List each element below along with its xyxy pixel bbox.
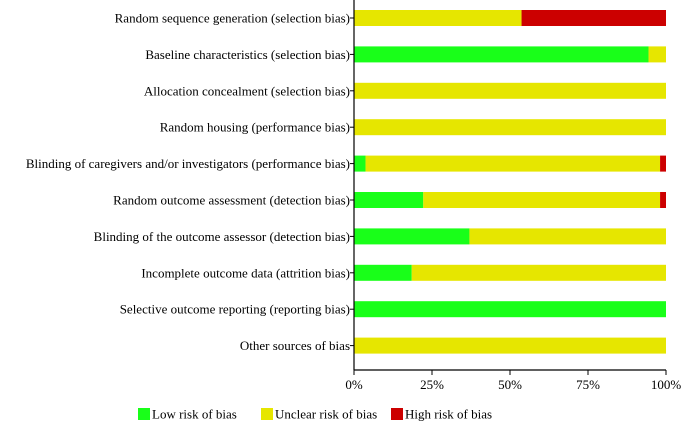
legend-label: Low risk of bias xyxy=(152,407,237,422)
x-tick-label: 100% xyxy=(651,377,682,392)
category-label: Allocation concealment (selection bias) xyxy=(144,83,350,98)
category-labels: Random sequence generation (selection bi… xyxy=(26,11,350,354)
category-label: Random housing (performance bias) xyxy=(160,120,350,135)
x-tick-label: 25% xyxy=(420,377,444,392)
x-ticks: 0% 25% 50% 75% 100% xyxy=(345,370,681,392)
category-label: Blinding of the outcome assessor (detect… xyxy=(94,229,350,244)
category-label: Blinding of caregivers and/or investigat… xyxy=(26,156,350,171)
x-tick-label: 75% xyxy=(576,377,600,392)
category-label: Other sources of bias xyxy=(240,338,350,353)
bar-segment xyxy=(365,155,661,172)
bars xyxy=(354,10,666,354)
legend-swatch xyxy=(391,408,403,420)
bar-segment xyxy=(660,192,666,208)
bar-segment xyxy=(354,337,666,354)
bar-segment xyxy=(354,46,649,63)
legend-label: Unclear risk of bias xyxy=(275,407,377,422)
bar-segment xyxy=(354,82,666,99)
bar-segment xyxy=(354,264,412,281)
bar-segment xyxy=(354,301,666,318)
bar-segment xyxy=(521,10,666,26)
legend-label: High risk of bias xyxy=(405,407,492,422)
category-label: Random outcome assessment (detection bia… xyxy=(113,193,350,208)
bar-segment xyxy=(354,119,666,136)
bar-segment xyxy=(354,155,366,172)
bar-segment xyxy=(411,264,666,281)
legend-swatch xyxy=(138,408,150,420)
bar-segment xyxy=(648,46,666,63)
bar-segment xyxy=(423,192,661,208)
bar-segment xyxy=(354,10,522,26)
x-tick-label: 50% xyxy=(498,377,522,392)
category-label: Baseline characteristics (selection bias… xyxy=(145,47,350,62)
x-tick-label: 0% xyxy=(345,377,363,392)
legend-swatch xyxy=(261,408,273,420)
bar-segment xyxy=(354,228,470,245)
legend: Low risk of bias Unclear risk of bias High… xyxy=(138,407,492,422)
bar-segment xyxy=(354,192,424,208)
bar-segment xyxy=(660,155,666,172)
category-label: Selective outcome reporting (reporting b… xyxy=(120,302,350,317)
bar-segment xyxy=(469,228,666,245)
category-label: Incomplete outcome data (attrition bias) xyxy=(141,265,350,280)
category-label: Random sequence generation (selection bi… xyxy=(115,11,350,26)
